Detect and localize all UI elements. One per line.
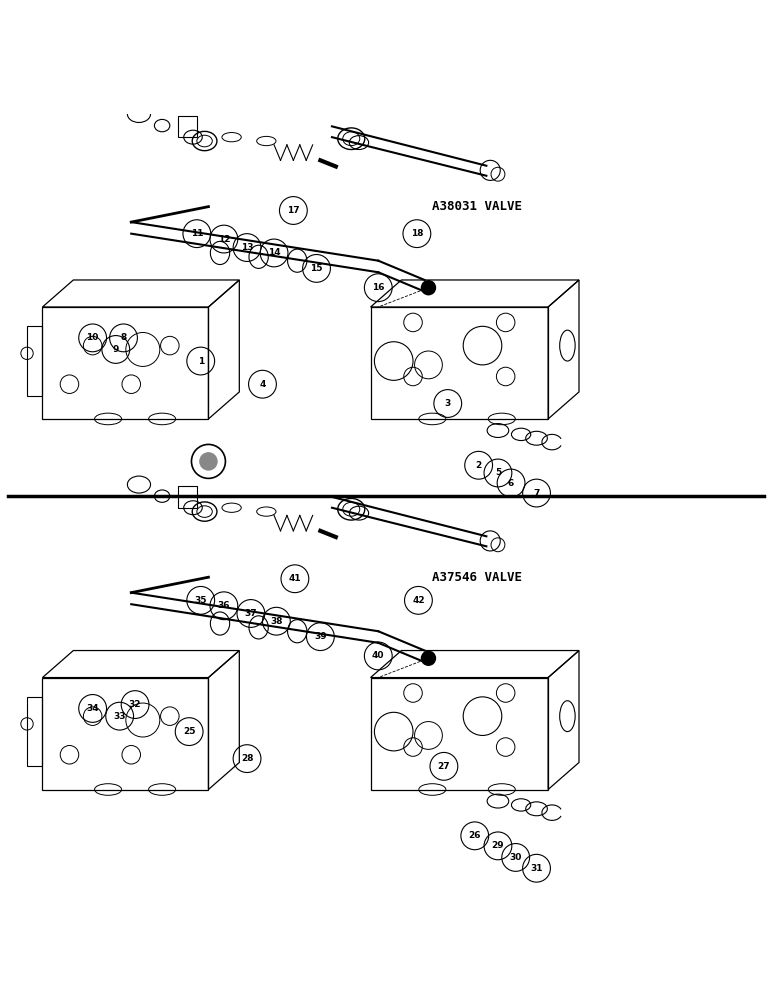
Text: 29: 29 (492, 841, 504, 850)
Text: 8: 8 (120, 333, 127, 342)
Text: 33: 33 (113, 712, 126, 721)
Text: 6: 6 (508, 479, 514, 488)
Text: 18: 18 (411, 229, 423, 238)
Text: 1: 1 (198, 357, 204, 366)
Text: 37: 37 (245, 609, 257, 618)
Text: 39: 39 (314, 632, 327, 641)
Circle shape (199, 452, 218, 471)
Text: 2: 2 (476, 461, 482, 470)
Text: 5: 5 (495, 468, 501, 477)
Text: 3: 3 (445, 399, 451, 408)
Text: 11: 11 (191, 229, 203, 238)
Text: 4: 4 (259, 380, 266, 389)
Text: 13: 13 (241, 243, 253, 252)
Text: 42: 42 (412, 596, 425, 605)
Text: A37546 VALVE: A37546 VALVE (432, 571, 523, 584)
Text: 15: 15 (310, 264, 323, 273)
Text: 14: 14 (268, 248, 280, 257)
Text: 38: 38 (270, 617, 283, 626)
Text: 25: 25 (183, 727, 195, 736)
Text: 32: 32 (129, 700, 141, 709)
Text: 41: 41 (289, 574, 301, 583)
Text: 40: 40 (372, 651, 384, 660)
Text: 9: 9 (113, 345, 119, 354)
Text: 35: 35 (195, 596, 207, 605)
Text: 34: 34 (86, 704, 99, 713)
Text: 28: 28 (241, 754, 253, 763)
Circle shape (421, 280, 436, 295)
Text: 12: 12 (218, 235, 230, 244)
Text: 16: 16 (372, 283, 384, 292)
Text: 17: 17 (287, 206, 300, 215)
Circle shape (421, 651, 436, 666)
Text: 31: 31 (530, 864, 543, 873)
Text: A38031 VALVE: A38031 VALVE (432, 200, 523, 213)
Text: 10: 10 (86, 333, 99, 342)
Text: 30: 30 (510, 853, 522, 862)
Text: 36: 36 (218, 601, 230, 610)
Text: 7: 7 (533, 489, 540, 498)
Text: 26: 26 (469, 831, 481, 840)
Circle shape (199, 82, 218, 100)
Text: 27: 27 (438, 762, 450, 771)
